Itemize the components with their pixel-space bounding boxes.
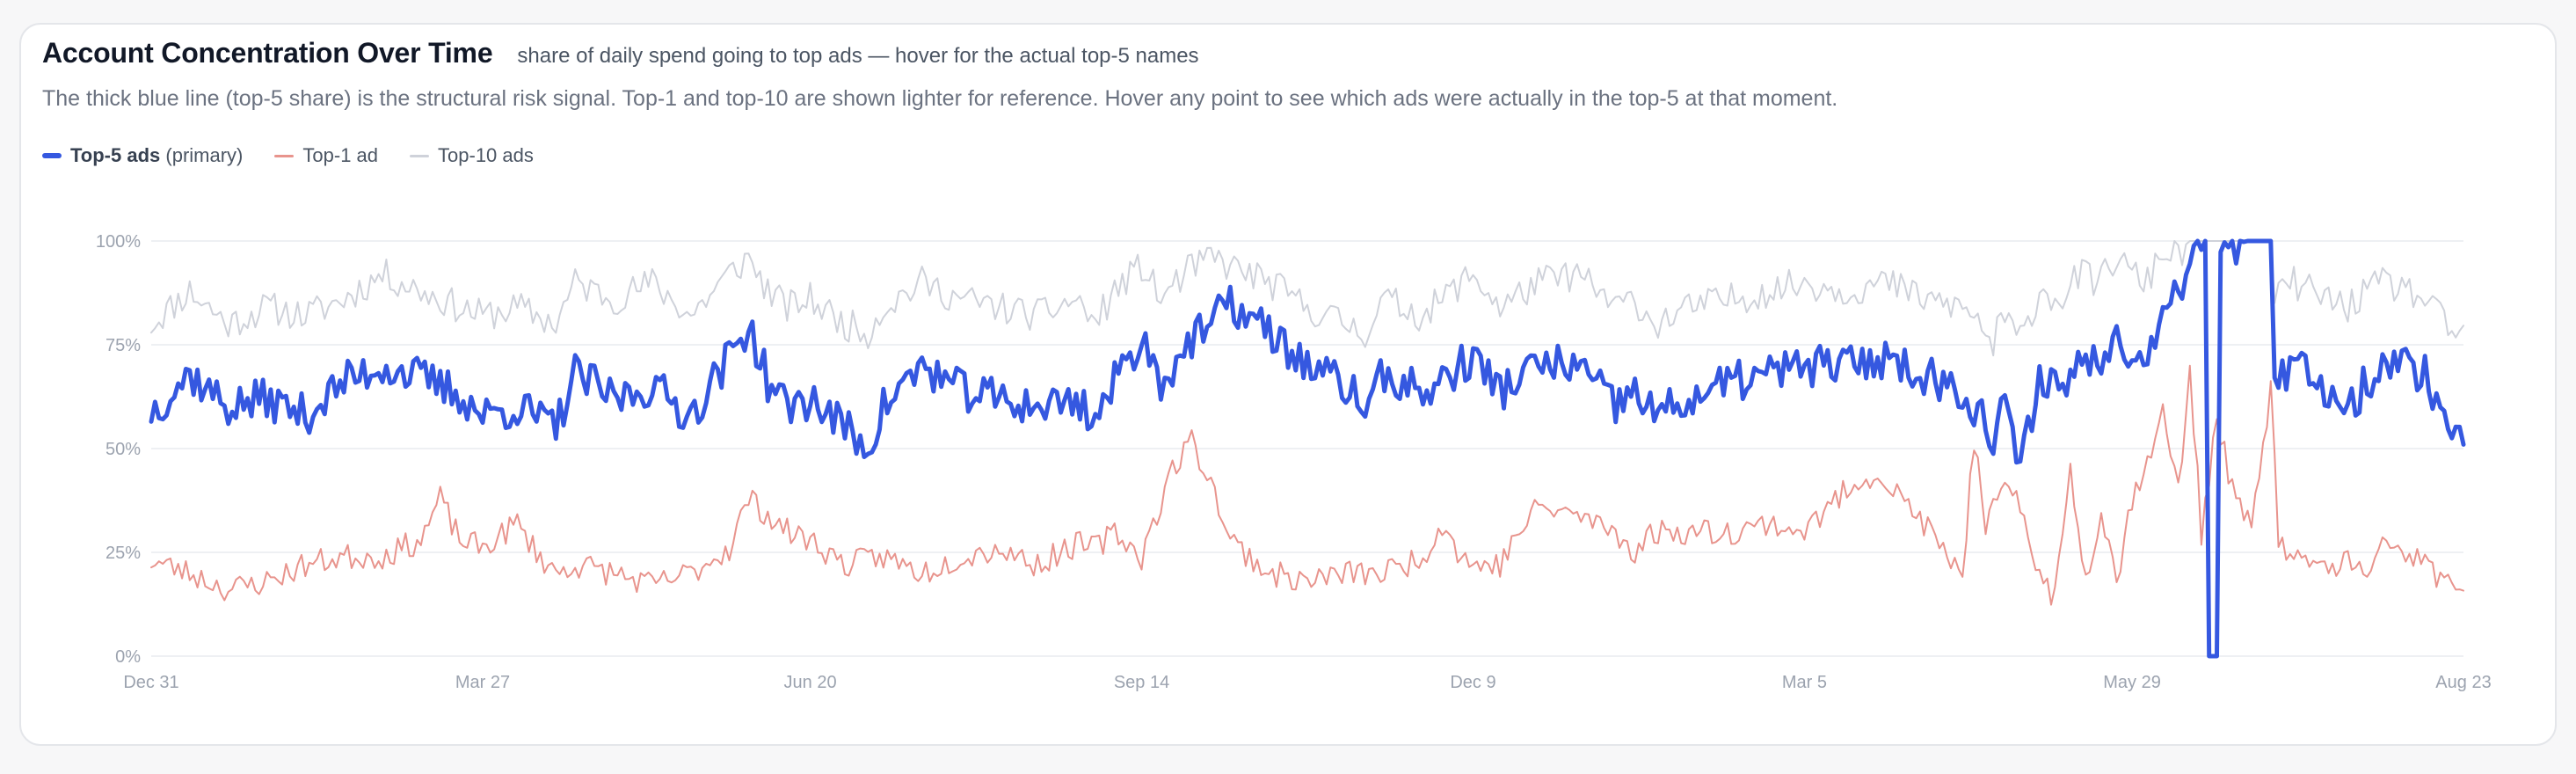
legend-label-top1: Top-1 ad [302, 144, 379, 166]
legend-label-top5: Top-5 ads (primary) [70, 144, 243, 167]
y-tick-label: 100% [96, 232, 141, 252]
series-line-top10[interactable] [150, 240, 2464, 357]
series-layer [149, 238, 2466, 659]
x-tick-label: Sep 14 [1114, 673, 1169, 692]
y-tick-label: 25% [106, 544, 141, 563]
chart-title: Account Concentration Over Time [42, 37, 493, 69]
y-tick-label: 0% [115, 647, 141, 667]
series-line-top1[interactable] [150, 364, 2464, 606]
x-tick-label: May 29 [2103, 673, 2161, 692]
grid-layer [151, 240, 2463, 657]
legend-swatch-top10 [410, 154, 430, 157]
chart-subtitle: share of daily spend going to top ads — … [517, 44, 1199, 68]
series-line-top5[interactable] [149, 238, 2466, 659]
legend-item-top1[interactable]: Top-1 ad [274, 144, 378, 167]
x-tick-label: Dec 9 [1450, 673, 1495, 692]
legend-item-top10[interactable]: Top-10 ads [410, 144, 534, 167]
axis-layer: 0% 25% 50% 75% 100% Dec 31 Mar 27 Jun 20 Sep 14 D… [96, 232, 2492, 692]
legend-label-top10: Top-10 ads [438, 144, 534, 166]
chart-description: The thick blue line (top-5 share) is the… [42, 86, 1838, 111]
chart-header: Account Concentration Over Time share of… [42, 37, 1199, 69]
legend-item-top5[interactable]: Top-5 ads (primary) [42, 144, 243, 167]
legend-swatch-top1 [274, 154, 295, 157]
x-tick-label: Mar 27 [455, 673, 510, 692]
x-tick-label: Jun 20 [784, 673, 837, 692]
legend-swatch-top5 [42, 153, 62, 158]
x-tick-label: Aug 23 [2435, 673, 2491, 692]
legend-top5-name: Top-5 ads [70, 144, 161, 166]
x-tick-label: Mar 5 [1782, 673, 1827, 692]
chart-legend: Top-5 ads (primary) Top-1 ad Top-10 ads [42, 144, 534, 167]
y-tick-label: 50% [106, 440, 141, 459]
x-tick-label: Dec 31 [123, 673, 178, 692]
y-tick-label: 75% [106, 336, 141, 355]
legend-top5-suffix: (primary) [165, 144, 244, 166]
